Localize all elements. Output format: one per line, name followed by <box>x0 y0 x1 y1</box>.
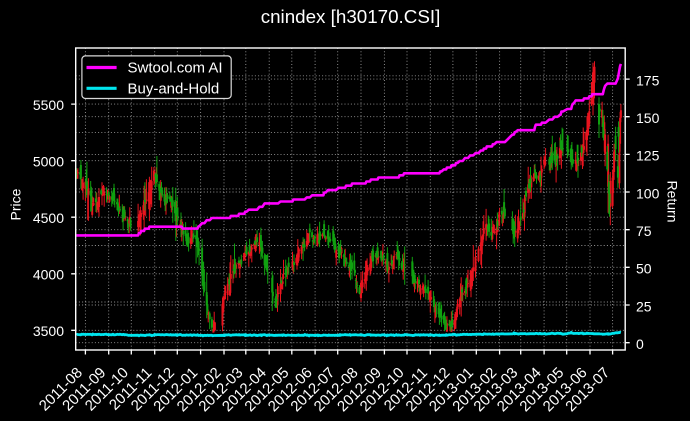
svg-text:25: 25 <box>636 298 652 314</box>
svg-text:Buy-and-Hold: Buy-and-Hold <box>128 81 220 98</box>
svg-text:4000: 4000 <box>33 267 64 283</box>
svg-text:100: 100 <box>636 185 660 201</box>
svg-text:Price: Price <box>8 188 24 220</box>
svg-text:4500: 4500 <box>33 210 64 226</box>
svg-text:Swtool.com AI: Swtool.com AI <box>128 60 223 77</box>
svg-text:125: 125 <box>636 148 660 164</box>
svg-text:cnindex [h30170.CSI]: cnindex [h30170.CSI] <box>261 6 441 27</box>
svg-text:Return: Return <box>664 180 680 222</box>
svg-text:5000: 5000 <box>33 154 64 170</box>
svg-text:75: 75 <box>636 223 652 239</box>
svg-text:0: 0 <box>636 336 644 352</box>
svg-text:5500: 5500 <box>33 97 64 113</box>
svg-text:150: 150 <box>636 110 660 126</box>
svg-text:175: 175 <box>636 72 660 88</box>
svg-text:3500: 3500 <box>33 323 64 339</box>
svg-text:50: 50 <box>636 261 652 277</box>
